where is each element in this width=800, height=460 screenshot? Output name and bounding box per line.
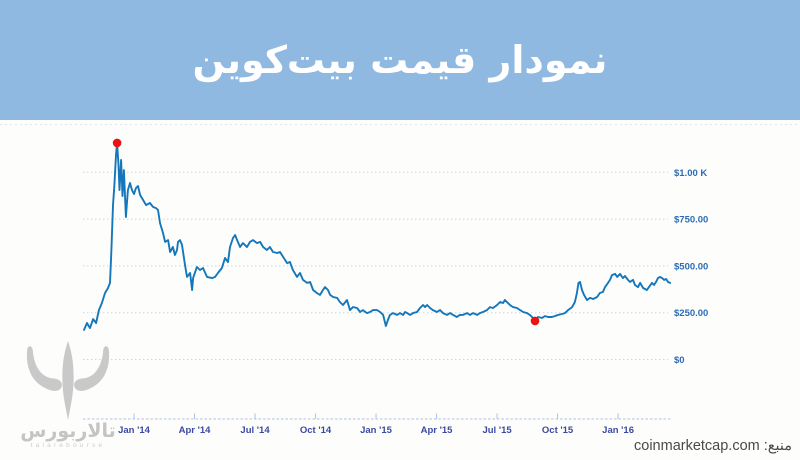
logo-title-en: talarebourse [30, 442, 106, 449]
x-axis-tick-label: Oct '15 [542, 425, 574, 436]
x-axis-tick-label: Jan '16 [602, 425, 634, 436]
x-ticks [133, 413, 619, 419]
x-axis-tick-label: Jul '15 [482, 425, 512, 436]
x-axis-labels: Jan '14 Apr '14 Jul '14 Oct '14 Jan '15 Apr '… [118, 425, 634, 436]
x-axis-tick-label: Jan '14 [118, 425, 151, 436]
source-credit: منبع:coinmarketcap.com [634, 438, 792, 454]
gridlines [83, 171, 668, 360]
x-axis-tick-label: Oct '14 [300, 425, 332, 436]
talarebourse-logo: تالاربورس talarebourse [16, 341, 120, 450]
y-axis-tick-label: $500.00 [674, 261, 708, 272]
bull-head-icon [26, 341, 110, 421]
x-axis-tick-label: Jul '14 [240, 425, 270, 436]
page-title: نمودار قیمت بیت‌کوین [192, 38, 608, 82]
price-line [83, 141, 672, 331]
y-axis-tick-label: $0 [674, 355, 685, 366]
logo-title-fa: تالاربورس [20, 420, 116, 442]
y-axis-tick-label: $1.00 K [674, 168, 707, 179]
source-domain: coinmarketcap.com [634, 438, 760, 454]
price-markers [112, 138, 540, 326]
y-axis-labels: $1.00 K $750.00 $500.00 $250.00 $0 [674, 168, 708, 366]
source-label: منبع: [763, 438, 792, 454]
x-axis-tick-label: Apr '14 [179, 425, 212, 436]
y-axis-tick-label: $750.00 [674, 215, 708, 226]
y-axis-tick-label: $250.00 [674, 308, 708, 319]
price-marker-dot [112, 138, 122, 148]
header-banner: نمودار قیمت بیت‌کوین [0, 0, 800, 120]
x-axis-tick-label: Jan '15 [360, 425, 393, 436]
x-axis-tick-label: Apr '15 [421, 425, 454, 436]
price-marker-dot [530, 316, 540, 326]
